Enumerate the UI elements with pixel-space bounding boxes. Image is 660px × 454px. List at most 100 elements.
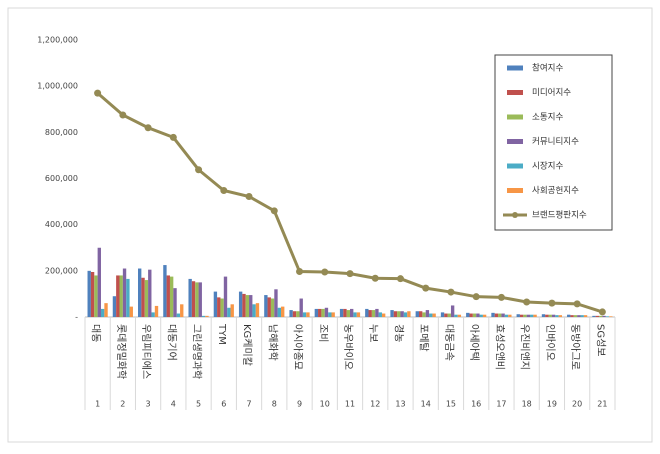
bar	[472, 313, 477, 317]
bar	[501, 313, 505, 317]
bar	[609, 316, 613, 317]
bar	[176, 313, 181, 317]
bar	[469, 313, 473, 317]
x-tick-label: TYM	[216, 323, 227, 345]
bar	[526, 314, 531, 317]
bar	[180, 304, 184, 317]
bar	[454, 314, 458, 317]
bar	[508, 314, 512, 317]
line-marker	[422, 284, 430, 292]
rank-label: 8	[272, 400, 277, 409]
x-tick-label: 우림피티에스	[140, 324, 152, 379]
x-tick-label: 효성오앤비	[493, 324, 505, 370]
bar	[302, 312, 307, 317]
bar	[151, 312, 155, 317]
bar	[299, 298, 303, 317]
rank-label: 18	[522, 400, 532, 409]
bar	[548, 314, 552, 317]
rank-label: 20	[572, 400, 582, 409]
bar	[126, 278, 130, 317]
x-tick-label: 경농	[392, 324, 405, 342]
bar	[195, 282, 199, 317]
bar	[523, 314, 527, 317]
bar	[292, 311, 297, 317]
bar	[267, 297, 271, 317]
bar	[390, 310, 394, 317]
rank-label: 15	[446, 400, 456, 409]
bar	[104, 303, 108, 317]
legend-swatch	[507, 90, 523, 95]
bar	[213, 291, 218, 317]
bar	[245, 295, 250, 317]
bar	[264, 295, 268, 317]
x-tick-label: 인바이오	[544, 324, 556, 361]
bar	[530, 314, 534, 317]
legend-swatch	[507, 188, 523, 193]
bar	[144, 280, 149, 317]
line-marker	[321, 268, 329, 276]
legend-swatch	[507, 65, 523, 71]
rank-label: 12	[370, 400, 380, 409]
bar	[324, 307, 329, 317]
bar	[425, 310, 430, 317]
x-tick-label: 대동	[90, 324, 102, 342]
y-tick-label: 600,000	[45, 174, 78, 183]
line-marker	[94, 89, 102, 97]
bar	[270, 298, 275, 317]
bar	[339, 308, 344, 317]
bar	[227, 307, 231, 317]
bar	[381, 313, 386, 317]
rank-label: 6	[221, 400, 226, 409]
x-tick-label: 남해화학	[266, 324, 279, 361]
line-marker	[346, 270, 354, 278]
bar	[220, 298, 224, 317]
line-marker	[169, 133, 177, 141]
bar	[154, 305, 159, 317]
legend-label: 사회공헌지수	[532, 186, 579, 196]
line-marker	[195, 166, 203, 174]
bar	[296, 311, 300, 317]
bar	[90, 271, 95, 317]
bar	[217, 297, 221, 317]
bar	[491, 312, 495, 317]
bar	[112, 296, 117, 317]
x-tick-label: 동방아그로	[569, 324, 581, 370]
x-tick-label: 롯데정밀화학	[115, 324, 127, 379]
bar	[201, 315, 206, 317]
x-tick-label: 우진비앤지	[519, 324, 531, 370]
line-marker	[472, 293, 480, 301]
bar	[238, 291, 243, 317]
y-tick-label: 400,000	[45, 220, 78, 229]
legend-swatch	[507, 114, 523, 120]
bar	[223, 276, 228, 317]
bar	[592, 315, 596, 317]
bar	[450, 305, 455, 317]
bar	[188, 278, 192, 317]
bar	[252, 304, 256, 317]
line-marker	[296, 268, 304, 276]
bar	[371, 310, 376, 317]
bar	[198, 282, 202, 317]
bar	[148, 269, 152, 317]
x-tick-label: 대동금속	[443, 324, 455, 361]
bar	[97, 247, 101, 317]
bar	[289, 310, 293, 317]
x-tick-label: SG성보	[594, 324, 606, 357]
bar	[605, 316, 610, 317]
bar	[141, 277, 145, 317]
bar	[541, 314, 546, 317]
line-marker	[371, 274, 379, 282]
legend-label: 참여지수	[532, 63, 563, 74]
bar	[577, 315, 581, 317]
legend-swatch	[512, 212, 518, 218]
bar	[277, 307, 282, 317]
line-marker	[523, 298, 531, 306]
bar	[545, 314, 549, 317]
x-tick-label: 포메탈	[418, 324, 431, 352]
rank-label: 21	[597, 400, 607, 409]
rank-label: 11	[345, 400, 355, 409]
bar	[595, 315, 600, 317]
bar	[94, 275, 98, 317]
bar	[457, 314, 462, 317]
